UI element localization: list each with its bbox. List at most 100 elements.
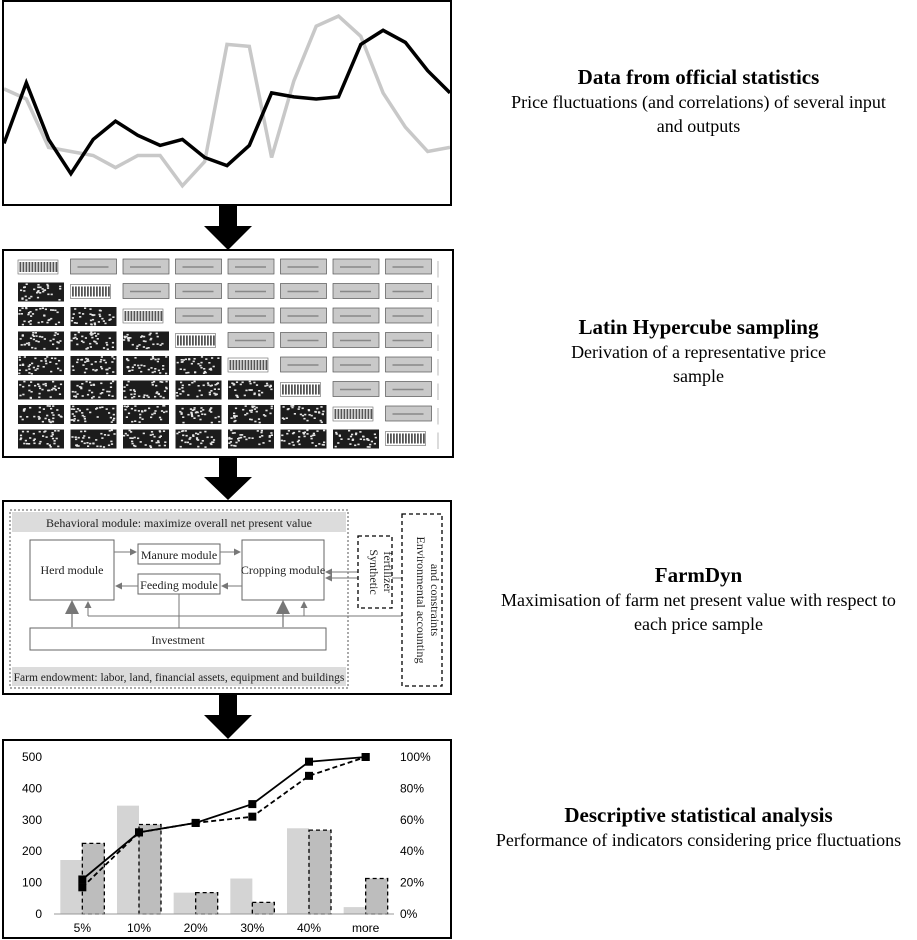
cropping-module-label: Cropping module	[241, 563, 325, 577]
histogram-cell	[280, 382, 321, 397]
step-1-caption: Data from official statistics Price fluc…	[480, 64, 917, 138]
scatter-cell	[175, 429, 222, 449]
step-1-desc: Price fluctuations (and correlations) of…	[511, 92, 886, 136]
y-tick-label: 0	[35, 907, 42, 921]
histogram-cell	[122, 308, 164, 324]
bar-10%	[117, 805, 139, 914]
x-tick-label: 20%	[184, 921, 208, 935]
line-marker	[305, 757, 313, 766]
y2-tick-label: 40%	[400, 844, 424, 858]
correlation-cell	[227, 283, 275, 299]
synthetic-fertilizer-label-2: fertilizer	[381, 551, 395, 592]
bar-30%	[230, 878, 253, 914]
line-marker	[248, 812, 257, 821]
scatter-cell	[70, 405, 117, 424]
step-1-title: Data from official statistics	[577, 65, 820, 89]
scatter-cell	[123, 356, 169, 375]
price-series-black	[4, 28, 450, 177]
bar-40%	[287, 828, 309, 914]
x-tick-label: 30%	[240, 921, 264, 935]
herd-module-label: Herd module	[41, 563, 104, 577]
correlation-cell	[122, 283, 170, 299]
correlation-cell	[385, 381, 432, 397]
synthetic-fertilizer-label: Synthetic	[367, 549, 381, 594]
y-tick-label: 500	[22, 750, 42, 764]
histogram-cell	[70, 284, 111, 299]
scatter-matrix	[17, 258, 439, 449]
environmental-label: Environmental accounting	[414, 537, 428, 664]
scatter-cell	[123, 429, 169, 449]
histogram-cell	[385, 431, 426, 446]
line-marker	[248, 800, 257, 809]
scatter-cell	[123, 405, 169, 424]
bar-30%	[251, 901, 275, 915]
correlation-cell	[332, 381, 380, 397]
correlation-cell	[385, 405, 432, 422]
bar-more	[365, 877, 389, 915]
correlation-cell	[332, 332, 380, 348]
step-4-title: Descriptive statistical analysis	[564, 803, 833, 827]
scatter-cell	[175, 405, 222, 424]
step-3-title: FarmDyn	[654, 563, 743, 587]
scatter-cell	[18, 356, 64, 375]
stats-chart: 0 100 200 300 400 500 0% 20% 40% 60% 80% 100% 5% 10% 2…	[22, 750, 431, 935]
line-marker	[78, 875, 87, 884]
scatter-cell	[70, 307, 117, 326]
x-tick-label: more	[352, 921, 380, 935]
line-marker	[135, 828, 143, 837]
farmdyn-panel: Behavioral module: maximize overall net …	[2, 500, 452, 695]
scatter-cell	[123, 331, 169, 351]
feeding-module-label: Feeding module	[140, 578, 218, 592]
step-3-caption: FarmDyn Maximisation of farm net present…	[480, 562, 917, 636]
price-series-panel	[2, 0, 452, 206]
y2-tick-label: 100%	[400, 750, 431, 764]
scatter-cell	[18, 380, 64, 400]
correlation-cell	[227, 307, 275, 324]
correlation-cell	[122, 258, 170, 275]
price-series-gray	[4, 14, 450, 189]
down-arrow-icon	[204, 458, 252, 500]
cumulative-line-2	[81, 756, 366, 888]
bar-more	[343, 907, 366, 914]
scatter-cell	[18, 331, 64, 351]
correlation-cell	[385, 258, 432, 275]
histogram-cell	[332, 406, 374, 422]
x-tick-label: 10%	[127, 921, 151, 935]
scatter-cell	[333, 429, 379, 449]
investment-label: Investment	[151, 633, 205, 647]
bar-10%	[138, 823, 162, 915]
correlation-cell	[332, 307, 380, 324]
farm-endowment-label: Farm endowment: labor, land, financial a…	[14, 672, 345, 684]
scatter-cell	[70, 380, 117, 400]
bar-20%	[173, 892, 196, 914]
step-4-caption: Descriptive statistical analysis Perform…	[480, 802, 917, 852]
cumulative-line-1	[81, 756, 366, 881]
y-tick-label: 400	[22, 781, 42, 795]
correlation-cell	[280, 332, 327, 348]
correlation-cell	[385, 356, 432, 373]
y2-tick-label: 60%	[400, 813, 424, 827]
correlation-cell	[385, 283, 432, 299]
line-marker	[78, 883, 87, 892]
line-marker	[305, 771, 313, 780]
x-tick-label: 5%	[74, 921, 92, 935]
y-tick-label: 300	[22, 813, 42, 827]
scatter-cell	[18, 307, 64, 326]
bar-5%	[60, 859, 83, 914]
scatter-cell	[228, 429, 274, 449]
line-marker	[361, 753, 370, 761]
scatter-cell	[70, 356, 117, 375]
price-series-chart	[4, 14, 450, 189]
behavioral-module-label: Behavioral module: maximize overall net …	[46, 516, 312, 530]
histogram-cell	[17, 259, 59, 275]
scatter-cell	[280, 429, 327, 449]
correlation-cell	[332, 258, 380, 275]
x-tick-label: 40%	[297, 921, 321, 935]
hypercube-panel	[2, 249, 454, 458]
down-arrow-icon	[204, 695, 252, 739]
correlation-cell	[175, 283, 222, 299]
correlation-cell	[280, 307, 327, 324]
histogram-cell	[227, 357, 269, 373]
scatter-cell	[175, 356, 222, 375]
stats-chart-panel: 0 100 200 300 400 500 0% 20% 40% 60% 80% 100% 5% 10% 2…	[2, 739, 452, 939]
